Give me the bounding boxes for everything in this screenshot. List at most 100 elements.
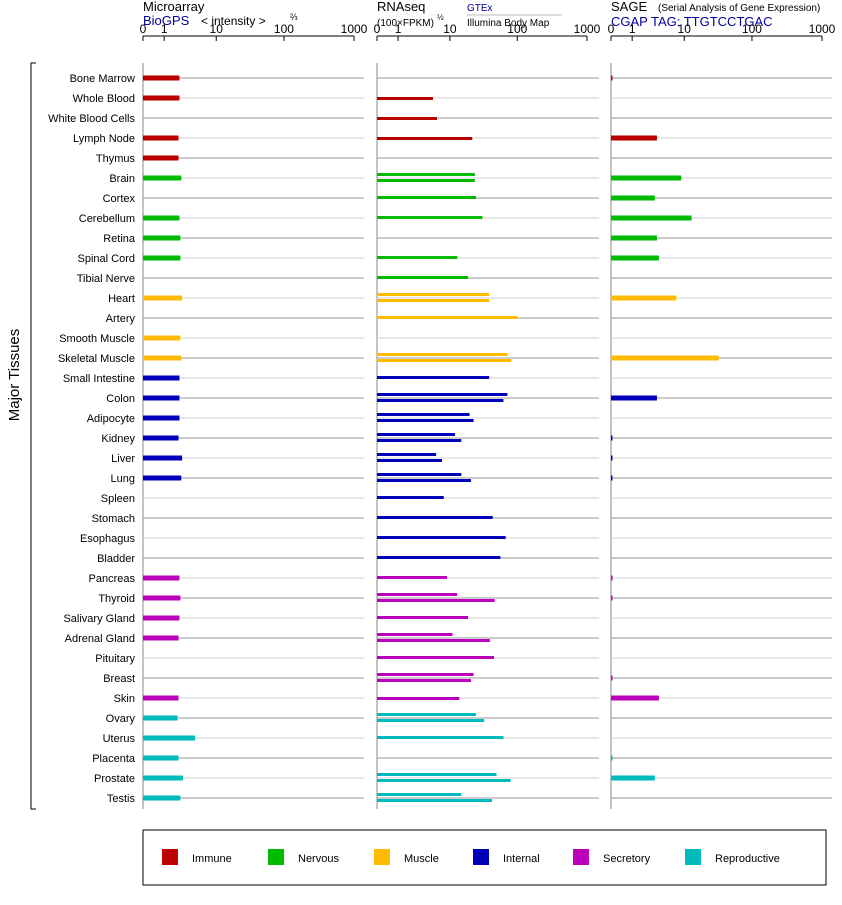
x-tick-label-2-1: 1 (395, 22, 402, 36)
category-label-23: Esophagus (80, 533, 136, 545)
bar-biogps-13 (143, 335, 181, 341)
bar-sage-6 (611, 195, 655, 201)
category-label-24: Bladder (97, 553, 135, 565)
legend-item-immune: Immune (162, 849, 232, 865)
y-axis-bracket (30, 62, 36, 810)
bar-gtex-22 (377, 516, 493, 519)
legend-item-internal: Internal (473, 849, 540, 865)
bar-gtex-27 (377, 616, 469, 619)
bar-gtex-32 (377, 713, 477, 716)
x-tick-label-1-3: 100 (274, 22, 294, 36)
category-label-3: Lymph Node (73, 133, 135, 145)
x-tick-label-3-2: 10 (678, 22, 692, 36)
panel-1-metric: < intensity > (201, 14, 266, 28)
bar-biogps-7 (143, 215, 180, 221)
bar-gtex-33 (377, 736, 504, 739)
bar-gtex-5 (377, 173, 475, 176)
y-axis-label: Major Tissues (6, 329, 23, 422)
bar-gtex-18 (377, 433, 455, 436)
bar-biogps-5 (143, 175, 182, 181)
category-label-2: White Blood Cells (48, 113, 135, 125)
panel-1-source: BioGPS (143, 13, 190, 28)
x-tick-label-3-3: 100 (742, 22, 762, 36)
bar-sage-34 (611, 755, 613, 761)
bar-illumina-26 (377, 599, 495, 602)
bar-gtex-25 (377, 576, 447, 579)
bar-sage-14 (611, 355, 719, 361)
category-label-16: Colon (106, 393, 135, 405)
bar-sage-20 (611, 475, 613, 481)
bar-sage-7 (611, 215, 692, 221)
x-tick-label-1-1: 1 (161, 22, 168, 36)
legend-swatch-reproductive (685, 849, 701, 865)
category-label-13: Smooth Muscle (59, 333, 135, 345)
bar-illumina-32 (377, 719, 485, 722)
bar-illumina-35 (377, 779, 511, 782)
category-label-14: Skeletal Muscle (58, 353, 135, 365)
x-tick-label-3-0: 0 (608, 22, 615, 36)
category-label-34: Placenta (92, 753, 136, 765)
bar-sage-9 (611, 255, 659, 261)
category-label-8: Retina (103, 233, 136, 245)
category-label-17: Adipocyte (87, 413, 135, 425)
bar-biogps-15 (143, 375, 180, 381)
bar-gtex-10 (377, 276, 469, 279)
bar-biogps-35 (143, 775, 183, 781)
bar-biogps-8 (143, 235, 181, 241)
x-tick-label-3-1: 1 (629, 22, 636, 36)
bar-biogps-9 (143, 255, 181, 261)
category-label-32: Ovary (106, 713, 136, 725)
bar-biogps-20 (143, 475, 182, 481)
panel-1-metric-exponent: ⅔ (290, 12, 298, 22)
bar-gtex-20 (377, 473, 462, 476)
category-label-25: Pancreas (89, 573, 136, 585)
category-label-21: Spleen (101, 493, 135, 505)
category-label-11: Heart (108, 293, 135, 305)
bar-biogps-1 (143, 95, 180, 101)
panel-1-title: Microarray (143, 0, 205, 14)
bar-biogps-25 (143, 575, 180, 581)
bar-gtex-28 (377, 633, 453, 636)
panel-2-metric: (100×FPKM) (377, 18, 434, 29)
bar-biogps-34 (143, 755, 179, 761)
bar-illumina-28 (377, 639, 490, 642)
category-label-7: Cerebellum (79, 213, 135, 225)
bar-illumina-14 (377, 359, 512, 362)
bar-sage-19 (611, 455, 613, 461)
bar-illumina-18 (377, 439, 462, 442)
bar-sage-30 (611, 675, 613, 681)
legend-item-secretory: Secretory (573, 849, 651, 865)
category-label-15: Small Intestine (63, 373, 135, 385)
bar-sage-0 (611, 75, 613, 81)
bar-sage-31 (611, 695, 659, 701)
bar-sage-35 (611, 775, 655, 781)
bar-biogps-33 (143, 735, 196, 741)
bar-illumina-17 (377, 419, 474, 422)
legend-swatch-secretory (573, 849, 589, 865)
bar-sage-3 (611, 135, 657, 141)
category-label-30: Breast (103, 673, 135, 685)
legend-label-immune: Immune (192, 853, 232, 865)
category-label-6: Cortex (103, 193, 136, 205)
category-label-12: Artery (106, 313, 136, 325)
legend-label-secretory: Secretory (603, 853, 651, 865)
bar-sage-5 (611, 175, 682, 181)
bar-gtex-36 (377, 793, 462, 796)
legend-item-muscle: Muscle (374, 849, 439, 865)
bar-biogps-17 (143, 415, 180, 421)
bar-illumina-2 (377, 117, 438, 120)
legend-item-reproductive: Reproductive (685, 849, 780, 865)
x-tick-label-2-3: 100 (507, 22, 527, 36)
bar-illumina-20 (377, 479, 471, 482)
bar-illumina-3 (377, 137, 473, 140)
bar-sage-8 (611, 235, 657, 241)
bar-biogps-26 (143, 595, 181, 601)
category-label-5: Brain (109, 173, 135, 185)
bar-gtex-14 (377, 353, 508, 356)
category-label-28: Adrenal Gland (65, 633, 135, 645)
bar-biogps-14 (143, 355, 182, 361)
legend-label-internal: Internal (503, 853, 540, 865)
category-label-27: Salivary Gland (63, 613, 135, 625)
category-label-31: Skin (114, 693, 135, 705)
